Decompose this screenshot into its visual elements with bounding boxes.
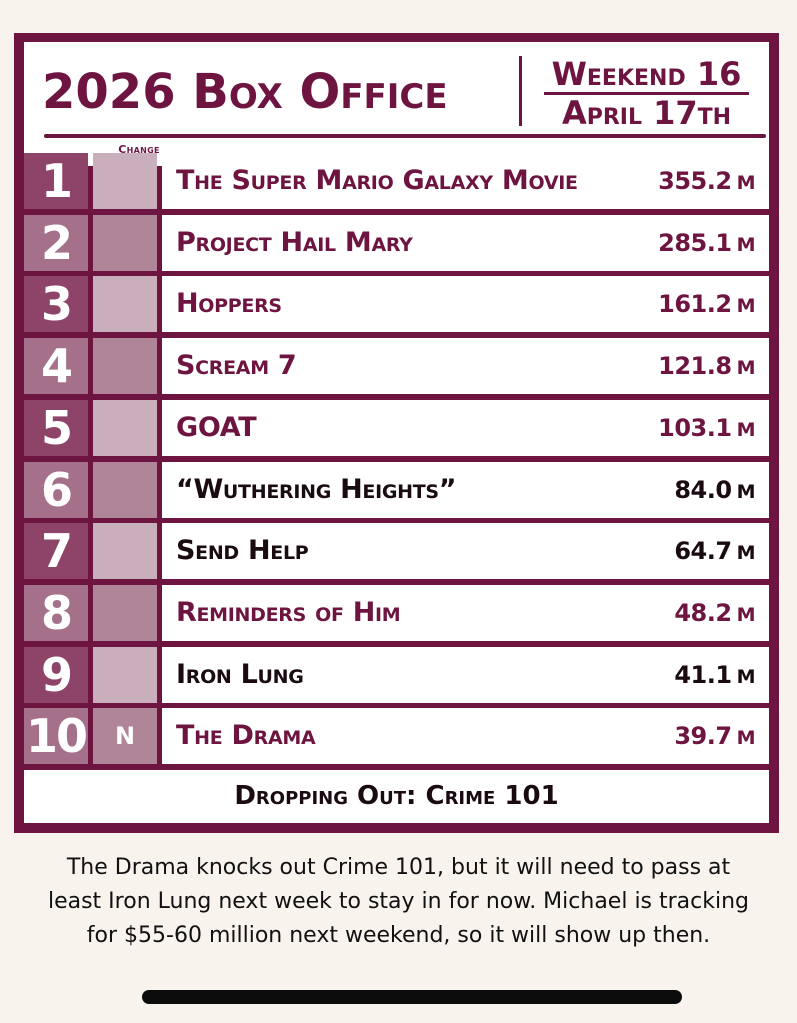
table-row: 10 N The Drama 39.7 M: [24, 708, 769, 764]
change-indicator: [93, 153, 157, 209]
gross-unit: M: [736, 234, 756, 256]
gross-amount: 355.2: [658, 167, 732, 195]
movie-title: Project Hail Mary: [176, 227, 413, 258]
rank-number: 8: [24, 585, 88, 641]
gross-unit: M: [736, 542, 756, 564]
gross-unit: M: [736, 604, 756, 626]
dropping-out-banner: Dropping Out: Crime 101: [24, 770, 769, 823]
gross-unit: M: [736, 172, 756, 194]
change-indicator: [93, 647, 157, 703]
change-indicator: [93, 585, 157, 641]
movie-gross: 121.8 M: [658, 338, 755, 396]
gross-amount: 121.8: [658, 352, 732, 380]
change-indicator: [93, 400, 157, 456]
movie-title: Iron Lung: [176, 659, 304, 690]
gross-amount: 41.1: [674, 661, 732, 689]
movie-gross: 39.7 M: [674, 708, 755, 766]
movie-cell: Scream 7 121.8 M: [162, 338, 769, 394]
home-indicator[interactable]: [142, 990, 682, 1004]
movie-gross: 285.1 M: [658, 215, 755, 273]
movie-title: Scream 7: [176, 350, 297, 381]
table-row: 7 Send Help 64.7 M: [24, 523, 769, 579]
rank-number: 10: [24, 708, 88, 764]
movie-title: The Super Mario Galaxy Movie: [176, 165, 578, 196]
board-header: 2026 Box Office Weekend 16 April 17th Ch…: [24, 42, 769, 166]
movie-gross: 355.2 M: [658, 153, 755, 211]
rank-number: 1: [24, 153, 88, 209]
gross-amount: 48.2: [674, 599, 732, 627]
change-indicator: [93, 462, 157, 518]
table-row: 2 Project Hail Mary 285.1 M: [24, 215, 769, 271]
change-indicator: [93, 276, 157, 332]
weekend-label: Weekend 16: [551, 55, 742, 93]
header-divider: [519, 56, 522, 126]
gross-unit: M: [736, 419, 756, 441]
table-row: 4 Scream 7 121.8 M: [24, 338, 769, 394]
header-rule: [44, 134, 766, 138]
movie-title: GOAT: [176, 412, 257, 443]
gross-amount: 84.0: [674, 476, 732, 504]
movie-cell: Project Hail Mary 285.1 M: [162, 215, 769, 271]
change-indicator: N: [93, 708, 157, 764]
weekend-divider: [544, 92, 749, 95]
rank-number: 5: [24, 400, 88, 456]
movie-title: Reminders of Him: [176, 597, 401, 628]
table-row: 5 GOAT 103.1 M: [24, 400, 769, 456]
rank-number: 7: [24, 523, 88, 579]
movie-title: The Drama: [176, 720, 316, 751]
table-row: 8 Reminders of Him 48.2 M: [24, 585, 769, 641]
rank-number: 2: [24, 215, 88, 271]
date-label: April 17th: [561, 94, 732, 132]
caption: The Drama knocks out Crime 101, but it w…: [0, 851, 797, 953]
rank-number: 4: [24, 338, 88, 394]
caption-line: for $55-60 million next weekend, so it w…: [86, 923, 711, 948]
movie-cell: GOAT 103.1 M: [162, 400, 769, 456]
gross-unit: M: [736, 666, 756, 688]
change-indicator: [93, 215, 157, 271]
gross-amount: 39.7: [674, 722, 732, 750]
movie-cell: Hoppers 161.2 M: [162, 276, 769, 332]
caption-line: least Iron Lung next week to stay in for…: [47, 889, 750, 914]
gross-amount: 64.7: [674, 537, 732, 565]
gross-unit: M: [736, 727, 756, 749]
rank-number: 9: [24, 647, 88, 703]
gross-amount: 161.2: [658, 290, 732, 318]
movie-gross: 103.1 M: [658, 400, 755, 458]
gross-unit: M: [736, 295, 756, 317]
movie-cell: “Wuthering Heights” 84.0 M: [162, 462, 769, 518]
change-indicator: [93, 523, 157, 579]
movie-gross: 41.1 M: [674, 647, 755, 705]
gross-unit: M: [736, 357, 756, 379]
movie-cell: Send Help 64.7 M: [162, 523, 769, 579]
gross-amount: 285.1: [658, 229, 732, 257]
table-row: 1 The Super Mario Galaxy Movie 355.2 M: [24, 153, 769, 209]
page-title: 2026 Box Office: [42, 64, 448, 120]
change-column-label: Change: [118, 143, 160, 156]
gross-amount: 103.1: [658, 414, 732, 442]
movie-cell: Reminders of Him 48.2 M: [162, 585, 769, 641]
movie-cell: Iron Lung 41.1 M: [162, 647, 769, 703]
movie-gross: 64.7 M: [674, 523, 755, 581]
box-office-board: 2026 Box Office Weekend 16 April 17th Ch…: [14, 33, 779, 833]
movie-gross: 161.2 M: [658, 276, 755, 334]
table-row: 9 Iron Lung 41.1 M: [24, 647, 769, 703]
movie-cell: The Drama 39.7 M: [162, 708, 769, 764]
movie-cell: The Super Mario Galaxy Movie 355.2 M: [162, 153, 769, 209]
movie-title: “Wuthering Heights”: [176, 474, 457, 505]
movie-gross: 48.2 M: [674, 585, 755, 643]
rank-number: 6: [24, 462, 88, 518]
table-row: 6 “Wuthering Heights” 84.0 M: [24, 462, 769, 518]
caption-line: The Drama knocks out Crime 101, but it w…: [66, 855, 731, 880]
rank-number: 3: [24, 276, 88, 332]
gross-unit: M: [736, 481, 756, 503]
table-row: 3 Hoppers 161.2 M: [24, 276, 769, 332]
movie-gross: 84.0 M: [674, 462, 755, 520]
movie-title: Hoppers: [176, 288, 282, 319]
movie-title: Send Help: [176, 535, 309, 566]
change-indicator: [93, 338, 157, 394]
